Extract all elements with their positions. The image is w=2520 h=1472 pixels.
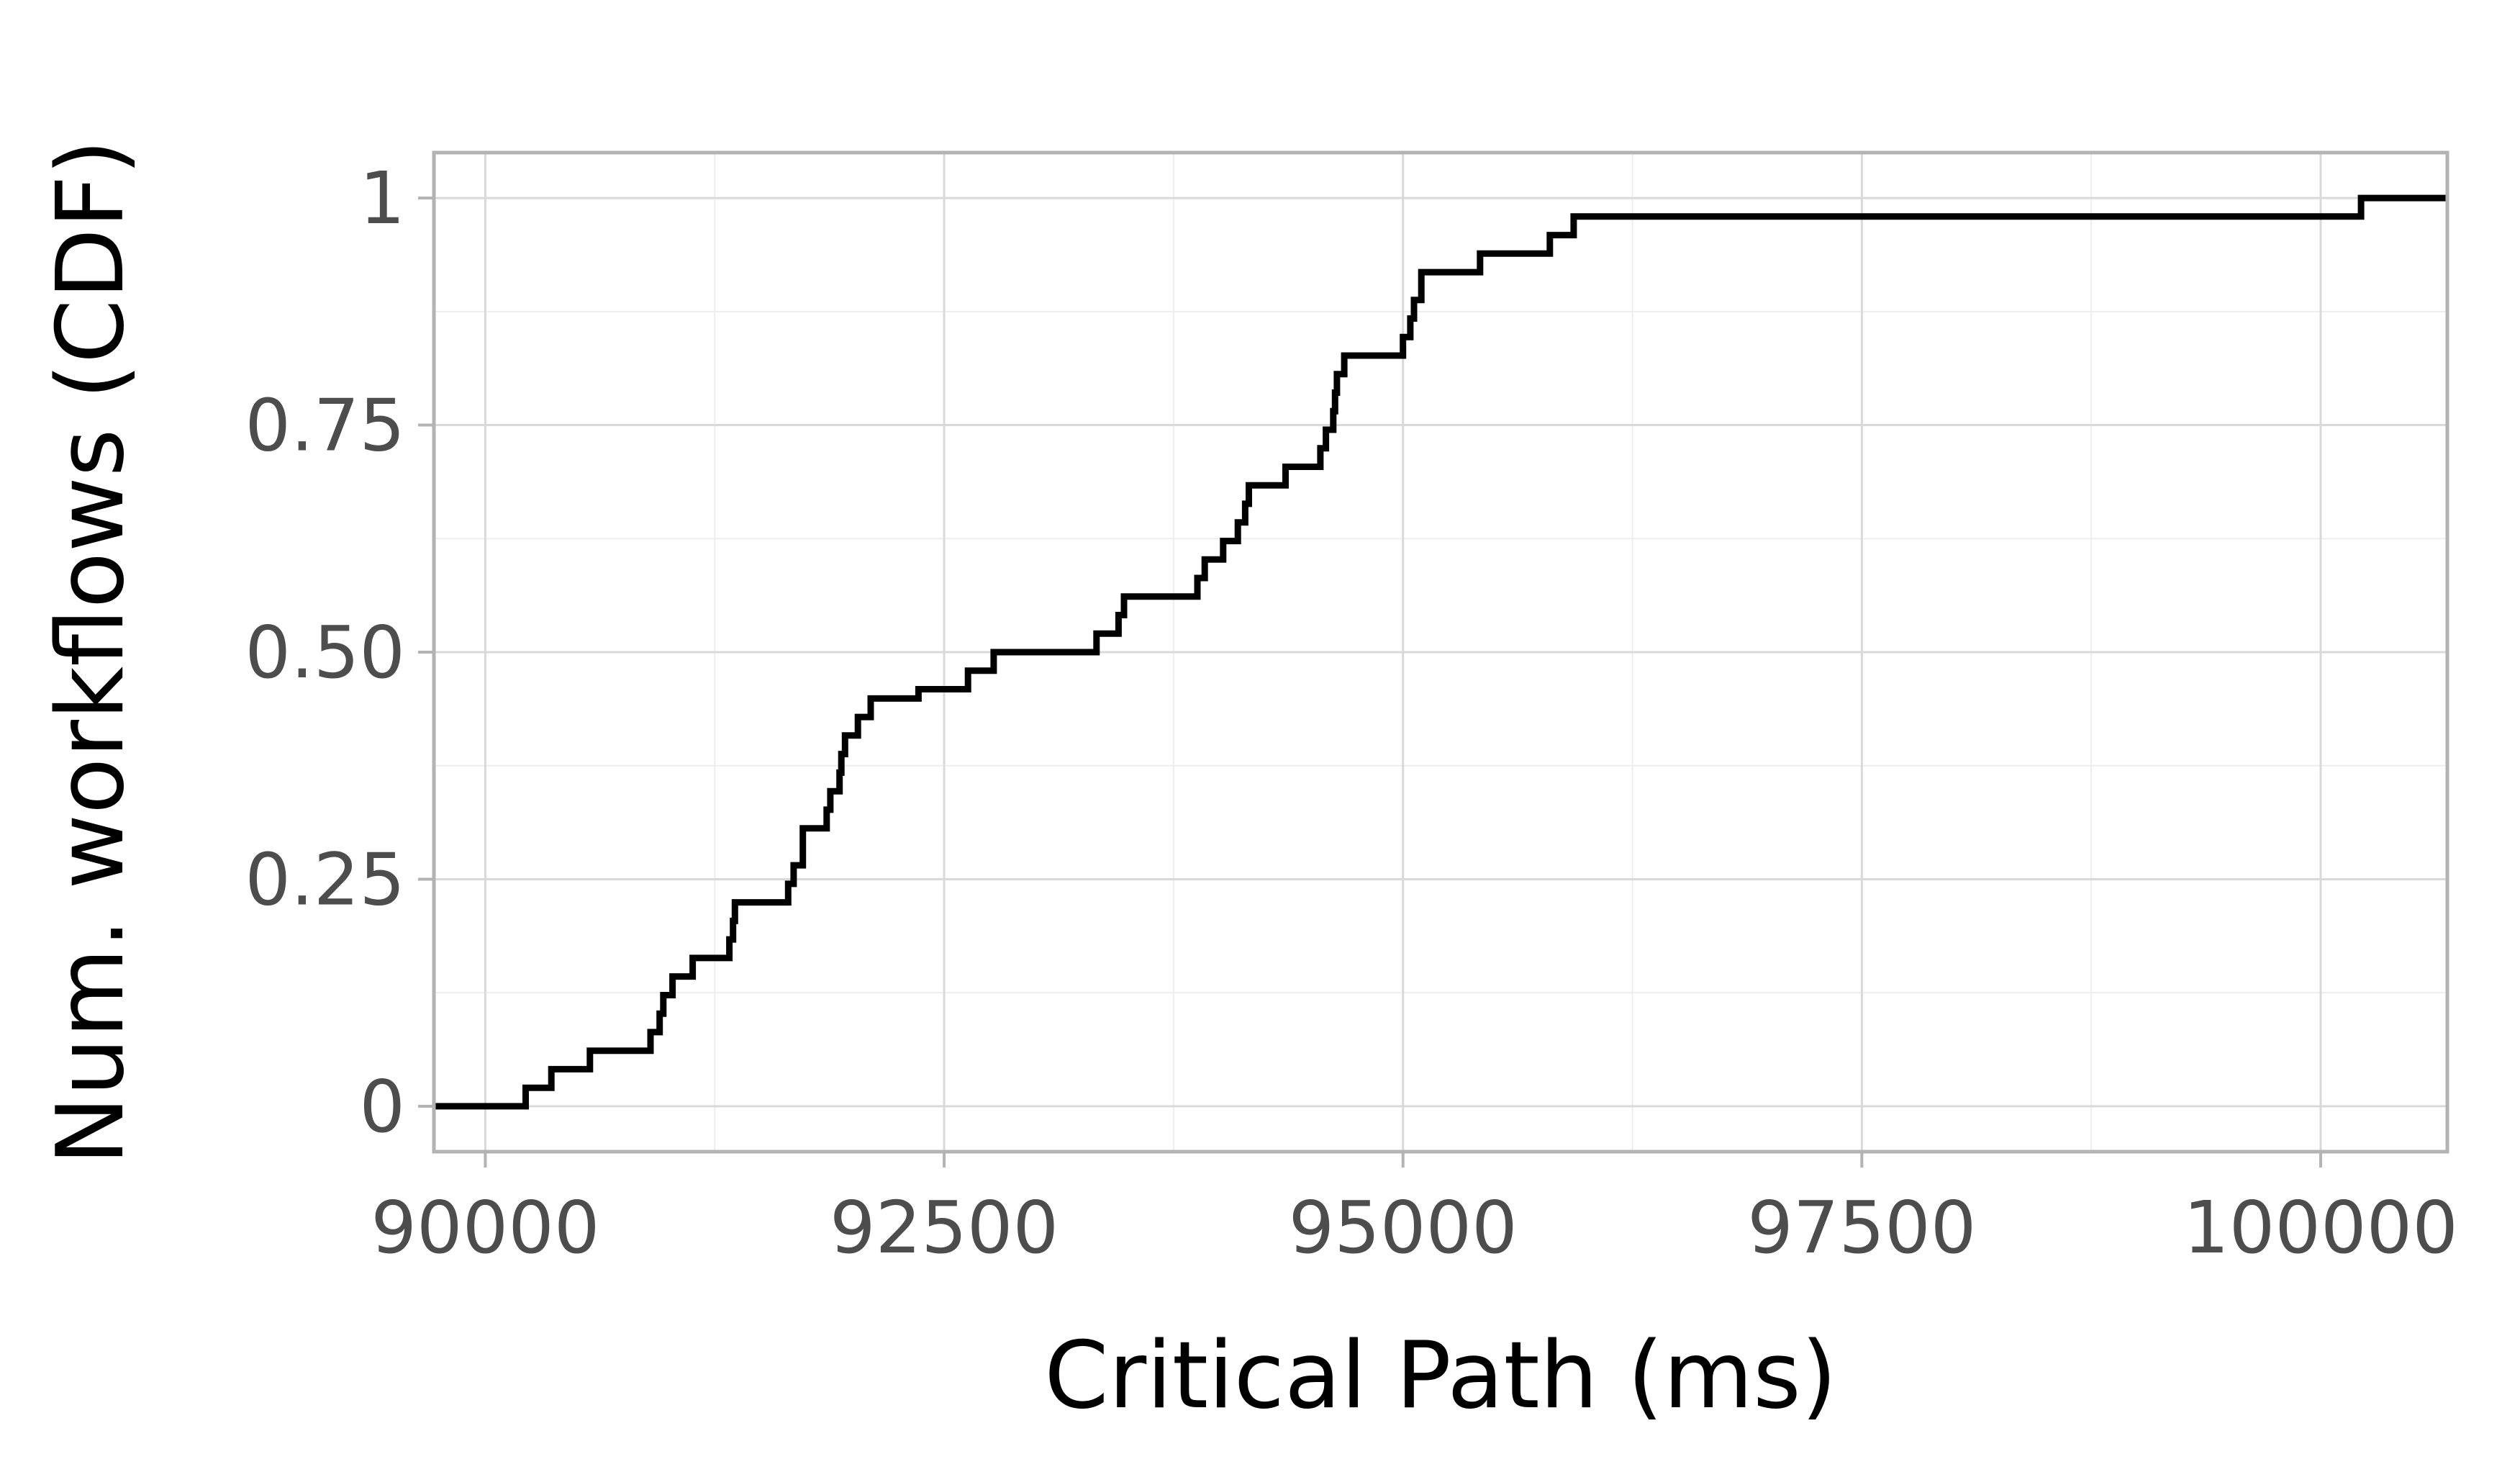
y-tick-label: 0: [359, 1065, 405, 1149]
y-tick-label: 0.50: [245, 610, 405, 695]
x-tick-labels: 90000 92500 95000 97500 100000: [371, 1186, 2458, 1270]
major-gridlines: [434, 153, 2447, 1152]
x-axis-title: Critical Path (ms): [1044, 1322, 1837, 1430]
y-tick-label: 0.75: [245, 384, 405, 468]
x-tick-label: 100000: [2183, 1186, 2458, 1270]
x-tick-label: 90000: [371, 1186, 599, 1270]
y-axis-title: Num. workflows (CDF): [37, 139, 145, 1165]
x-tick-label: 95000: [1289, 1186, 1518, 1270]
x-tick-label: 97500: [1747, 1186, 1976, 1270]
axis-ticks: [418, 197, 2323, 1168]
x-tick-label: 92500: [830, 1186, 1059, 1270]
y-tick-label: 1: [359, 156, 405, 240]
y-tick-label: 0.25: [245, 837, 405, 921]
series-layer: [434, 194, 2447, 1110]
y-tick-labels: 0 0.25 0.50 0.75 1: [245, 156, 405, 1149]
cdf-step-line: [434, 194, 2447, 1110]
